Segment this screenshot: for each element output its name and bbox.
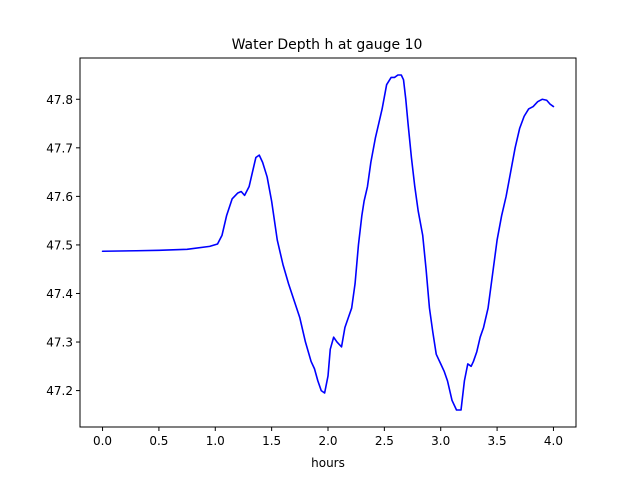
y-tick-label: 47.2 [46,384,73,398]
x-tick-label: 3.5 [488,434,507,448]
x-tick-label: 1.0 [206,434,225,448]
x-tick-label: 2.0 [318,434,337,448]
x-axis: 0.0 0.5 1.0 1.5 2.0 2.5 3.0 3.5 4.0 [93,427,563,448]
y-tick-label: 47.7 [46,141,73,155]
x-tick-label: 4.0 [544,434,563,448]
y-tick-label: 47.6 [46,190,73,204]
x-tick-label: 2.5 [375,434,394,448]
y-tick-label: 47.8 [46,93,73,107]
chart-title: Water Depth h at gauge 10 [232,37,423,53]
plot-area [79,57,577,428]
y-axis: 47.2 47.3 47.4 47.5 47.6 47.7 47.8 [46,93,80,398]
x-tick-label: 1.5 [262,434,281,448]
x-tick-label: 3.0 [431,434,450,448]
x-tick-label: 0.5 [149,434,168,448]
y-tick-label: 47.4 [46,287,73,301]
x-axis-label: hours [311,456,345,470]
series-line [101,74,555,411]
x-tick-label: 0.0 [93,434,112,448]
y-tick-label: 47.5 [46,238,73,252]
y-tick-label: 47.3 [46,336,73,350]
